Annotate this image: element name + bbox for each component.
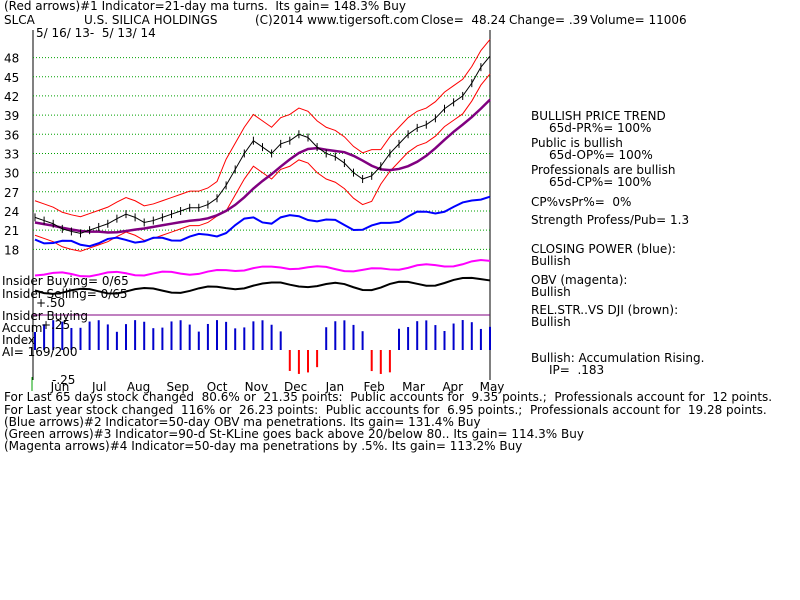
company-name: U.S. SILICA HOLDINGS: [84, 13, 218, 27]
professionals-title: Professionals are bullish: [531, 163, 676, 177]
price-line: [34, 55, 491, 234]
y-tick-label: 45: [4, 71, 19, 85]
footer-line-4: (Green arrows)#3 Indicator=90-d St-KLine…: [4, 427, 584, 441]
y-tick-label: 42: [4, 90, 19, 104]
cp-vs-pr: CP%vsPr%= 0%: [531, 195, 632, 209]
closing-power-line: [34, 195, 491, 248]
y-tick-label: 36: [4, 128, 19, 142]
accum-label: Accum: [2, 321, 43, 335]
ticker-symbol: SLCA: [4, 13, 35, 27]
closing-power-value: Bullish: [531, 254, 571, 268]
change-value: Change= .39: [509, 13, 588, 27]
x-tick-label: Mar: [402, 380, 425, 394]
y-tick-label: 21: [4, 224, 19, 238]
strength-ratio: Strength Profess/Pub= 1.3: [531, 213, 690, 227]
accum-plus50: +.50: [36, 296, 66, 310]
footer-line-5: (Magenta arrows)#4 Indicator=50-day ma p…: [4, 439, 523, 453]
accum-summary: Bullish: Accumulation Rising.: [531, 351, 705, 365]
index-label: Index: [2, 333, 36, 347]
obv-title: OBV (magenta):: [531, 273, 628, 287]
public-title: Public is bullish: [531, 136, 623, 150]
public-value: 65d-OP%= 100%: [549, 148, 653, 162]
lower-band: [34, 73, 491, 252]
y-tick-label: 30: [4, 167, 19, 181]
relstr-line: [34, 276, 491, 295]
footer-line-3: (Blue arrows)#2 Indicator=50-day OBV ma …: [4, 415, 481, 429]
x-tick-label: Jan: [325, 380, 345, 394]
accum-plus25: +.25: [41, 318, 71, 332]
footer-line-2: For Last year stock changed 116% or 26.2…: [4, 403, 767, 417]
y-tick-label: 39: [4, 109, 19, 123]
indicator1-line: (Red arrows)#1 Indicator=21-day ma turns…: [4, 0, 406, 13]
closing-power-title: CLOSING POWER (blue):: [531, 242, 676, 256]
x-tick-label: May: [480, 380, 505, 394]
y-tick-label: 18: [4, 243, 19, 257]
ai-value: AI= 169/200: [2, 345, 78, 359]
price-trend-value: 65d-PR%= 100%: [549, 121, 652, 135]
professionals-value: 65d-CP%= 100%: [549, 175, 652, 189]
ip-value: IP= .183: [549, 363, 605, 377]
relstr-value: Bullish: [531, 315, 571, 329]
x-tick-label: Oct: [207, 380, 228, 394]
y-tick-label: 48: [4, 52, 19, 66]
x-tick-label: Apr: [442, 380, 463, 394]
copyright: (C)2014 www.tigersoft.com: [255, 13, 419, 27]
upper-band: [34, 39, 491, 218]
x-tick-label: Feb: [364, 380, 385, 394]
price-trend-title: BULLISH PRICE TREND: [531, 109, 666, 123]
volume-value: Volume= 11006: [590, 13, 687, 27]
close-price: Close= 48.24: [421, 13, 506, 27]
x-tick-label: Aug: [127, 380, 150, 394]
footer-line-1: For Last 65 days stock changed 80.6% or …: [4, 390, 773, 404]
obv-line: [34, 258, 491, 278]
insider-buying: Insider Buying= 0/65: [2, 274, 129, 288]
x-tick-label: Nov: [245, 380, 268, 394]
x-tick-label: Jun: [50, 380, 70, 394]
x-tick-label: Dec: [284, 380, 307, 394]
date-range: 5/ 16/ 13- 5/ 13/ 14: [36, 26, 156, 40]
x-tick-label: Sep: [167, 380, 190, 394]
y-tick-label: 24: [4, 205, 19, 219]
accum-minus25: -.25: [52, 373, 76, 387]
y-tick-label: 27: [4, 186, 19, 200]
x-tick-label: Jul: [91, 380, 106, 394]
ma50-line: [34, 98, 491, 234]
insider-buying-2: Insider Buying: [2, 309, 88, 323]
insider-selling: Insider Selling= 0/65: [2, 287, 128, 301]
relstr-title: REL.STR..VS DJI (brown):: [531, 303, 679, 317]
obv-value: Bullish: [531, 285, 571, 299]
y-tick-label: 33: [4, 147, 19, 161]
